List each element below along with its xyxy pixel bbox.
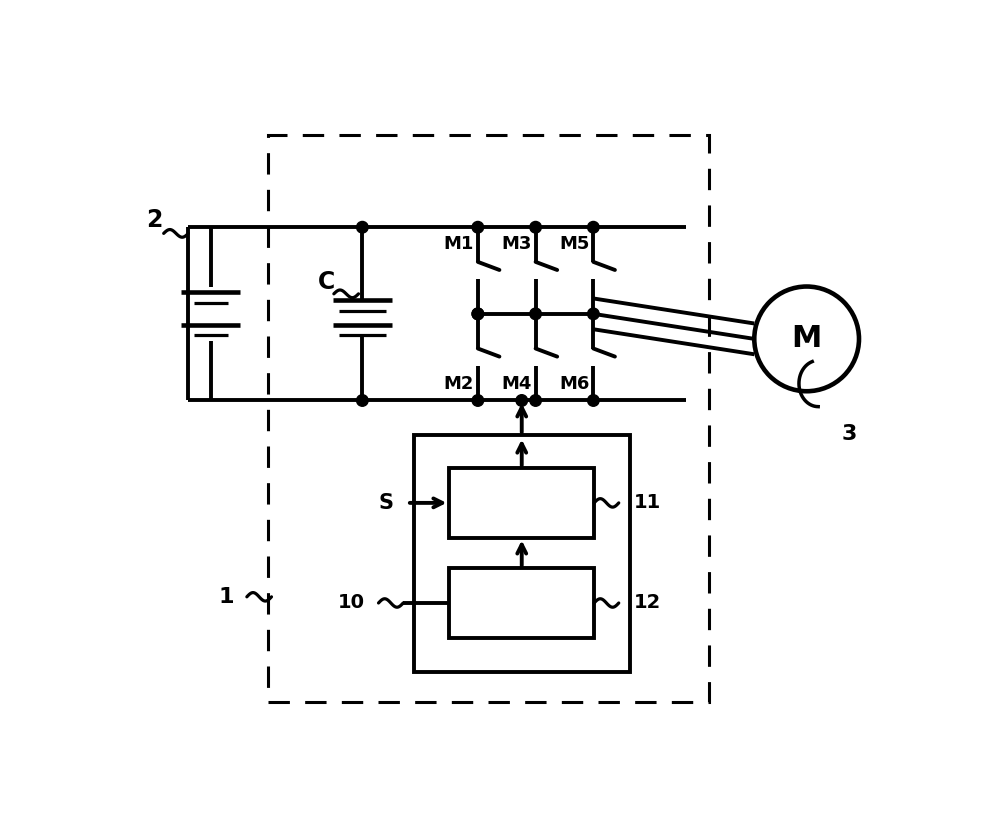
Text: 2: 2 [146, 207, 163, 232]
Circle shape [530, 221, 541, 233]
Circle shape [472, 395, 484, 406]
Text: M3: M3 [501, 235, 532, 253]
Circle shape [357, 395, 368, 406]
Text: M: M [791, 325, 822, 353]
Circle shape [472, 308, 484, 320]
Circle shape [588, 395, 599, 406]
Text: 3: 3 [841, 423, 857, 444]
Circle shape [516, 395, 528, 406]
Circle shape [588, 308, 599, 320]
Text: 11: 11 [634, 493, 661, 512]
Text: S: S [379, 493, 394, 513]
Text: 12: 12 [634, 593, 661, 612]
Text: 1: 1 [218, 587, 234, 607]
Circle shape [472, 308, 484, 320]
Text: M1: M1 [444, 235, 474, 253]
Circle shape [357, 221, 368, 233]
Text: M5: M5 [559, 235, 590, 253]
Text: C: C [318, 270, 335, 293]
Circle shape [530, 395, 541, 406]
Circle shape [530, 308, 541, 320]
Circle shape [472, 221, 484, 233]
Text: M6: M6 [559, 375, 590, 393]
Text: M2: M2 [444, 375, 474, 393]
Text: 10: 10 [338, 593, 365, 612]
Text: M4: M4 [501, 375, 532, 393]
Circle shape [588, 221, 599, 233]
